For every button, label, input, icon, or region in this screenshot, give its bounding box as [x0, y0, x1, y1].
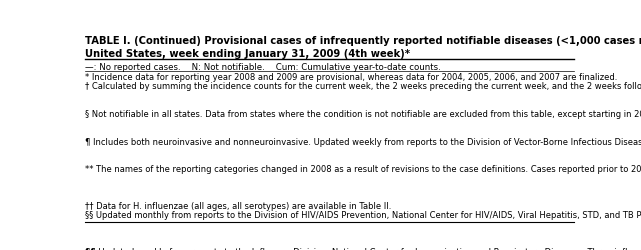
Text: * Incidence data for reporting year 2008 and 2009 are provisional, whereas data : * Incidence data for reporting year 2008…	[85, 73, 617, 82]
Text: ¶ Includes both neuroinvasive and nonneuroinvasive. Updated weekly from reports : ¶ Includes both neuroinvasive and nonneu…	[85, 138, 641, 146]
Text: —: No reported cases.    N: Not notifiable.    Cum: Cumulative year-to-date coun: —: No reported cases. N: Not notifiable.…	[85, 63, 441, 72]
Text: ** The names of the reporting categories changed in 2008 as a result of revision: ** The names of the reporting categories…	[85, 165, 641, 174]
Text: † Calculated by summing the incidence counts for the current week, the 2 weeks p: † Calculated by summing the incidence co…	[85, 82, 641, 91]
Text: TABLE I. (Continued) Provisional cases of infrequently reported notifiable disea: TABLE I. (Continued) Provisional cases o…	[85, 36, 641, 46]
Text: § Not notifiable in all states. Data from states where the condition is not noti: § Not notifiable in all states. Data fro…	[85, 110, 641, 119]
Text: †† Data for H. influenzae (all ages, all serotypes) are available in Table II.: †† Data for H. influenzae (all ages, all…	[85, 202, 392, 211]
Text: ¶¶ Updated weekly from reports to the Influenza Division, National Center for Im: ¶¶ Updated weekly from reports to the In…	[85, 248, 641, 250]
Text: United States, week ending January 31, 2009 (4th week)*: United States, week ending January 31, 2…	[85, 49, 410, 59]
Text: §§ Updated monthly from reports to the Division of HIV/AIDS Prevention, National: §§ Updated monthly from reports to the D…	[85, 211, 641, 220]
